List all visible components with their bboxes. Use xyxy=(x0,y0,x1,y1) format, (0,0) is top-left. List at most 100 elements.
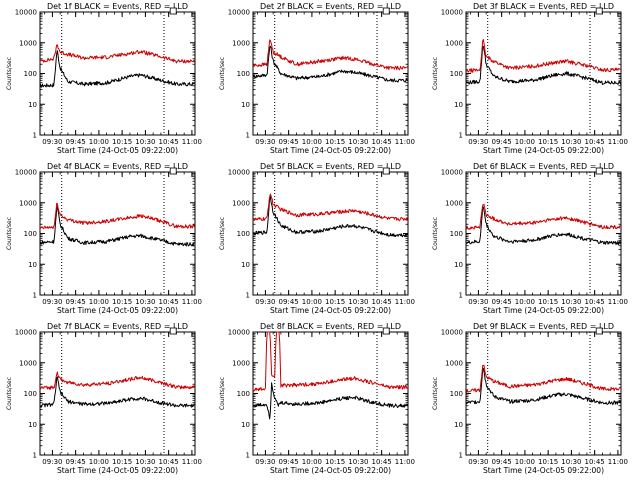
x-tick-label: 09:30 xyxy=(468,458,488,466)
detector-chart-5: Det 5f BLACK = Events, RED = LLD Counts/s… xyxy=(219,162,415,315)
y-axis-label: Counts/sec xyxy=(219,377,226,410)
x-tick-label: 10:45 xyxy=(372,138,392,146)
x-tick-label: 10:30 xyxy=(561,138,581,146)
events-series-line xyxy=(252,382,408,420)
x-tick-label: 10:00 xyxy=(515,298,535,306)
plot-marker-box xyxy=(382,327,390,335)
x-axis-label: Start Time (24-Oct-05 09:22:00) xyxy=(483,466,604,475)
plot-frame xyxy=(39,171,196,296)
x-tick-label: 09:45 xyxy=(279,458,299,466)
plot-marker-box xyxy=(382,7,390,15)
x-tick-label: 09:30 xyxy=(255,138,275,146)
x-tick-label: 10:45 xyxy=(585,458,605,466)
detector-chart-6: Det 6f BLACK = Events, RED = LLD Counts/s… xyxy=(432,162,628,315)
x-tick-label: 11:00 xyxy=(395,138,415,146)
x-tick-label: 09:30 xyxy=(255,298,275,306)
x-tick-label: 10:15 xyxy=(325,138,345,146)
x-tick-label: 10:15 xyxy=(112,138,132,146)
x-tick-label: 09:45 xyxy=(66,138,86,146)
x-tick-label: 10:45 xyxy=(585,298,605,306)
x-tick-label: 10:15 xyxy=(538,458,558,466)
x-tick-label: 10:30 xyxy=(561,458,581,466)
plot-frame xyxy=(39,331,196,456)
x-axis-label: Start Time (24-Oct-05 09:22:00) xyxy=(57,466,178,475)
y-tick-label: 10000 xyxy=(441,9,463,17)
x-tick-label: 10:45 xyxy=(372,298,392,306)
events-series-line xyxy=(465,367,621,406)
y-tick-label: 10 xyxy=(241,261,250,269)
events-series-line xyxy=(252,45,408,83)
events-series-line xyxy=(465,45,621,85)
chart-title: Det 3f BLACK = Events, RED = LLD xyxy=(473,2,614,11)
x-axis-label: Start Time (24-Oct-05 09:22:00) xyxy=(483,306,604,315)
y-tick-label: 100 xyxy=(450,390,463,398)
x-tick-label: 09:30 xyxy=(468,138,488,146)
detector-chart-4: Det 4f BLACK = Events, RED = LLD Counts/s… xyxy=(6,162,202,315)
x-tick-label: 11:00 xyxy=(608,458,628,466)
x-tick-label: 11:00 xyxy=(182,458,202,466)
y-tick-label: 10 xyxy=(28,261,37,269)
y-tick-label: 100 xyxy=(237,230,250,238)
x-tick-label: 10:00 xyxy=(89,298,109,306)
lld-series-line xyxy=(39,202,195,230)
plot-marker-box xyxy=(169,327,177,335)
y-tick-label: 10 xyxy=(28,421,37,429)
x-tick-label: 09:45 xyxy=(66,458,86,466)
x-tick-label: 09:30 xyxy=(255,458,275,466)
lld-series-line xyxy=(252,39,408,71)
detector-chart-3: Det 3f BLACK = Events, RED = LLD Counts/s… xyxy=(432,2,628,155)
y-tick-label: 1 xyxy=(33,132,37,140)
plot-marker-box xyxy=(169,167,177,175)
chart-title: Det 2f BLACK = Events, RED = LLD xyxy=(260,2,401,11)
events-series-line xyxy=(39,376,195,408)
x-tick-label: 10:00 xyxy=(302,298,322,306)
x-tick-label: 10:00 xyxy=(89,458,109,466)
y-tick-label: 10 xyxy=(454,261,463,269)
x-tick-label: 10:15 xyxy=(538,138,558,146)
chart-title: Det 9f BLACK = Events, RED = LLD xyxy=(473,322,614,331)
lld-series-line xyxy=(252,193,408,222)
y-tick-label: 100 xyxy=(450,230,463,238)
x-tick-label: 09:45 xyxy=(492,458,512,466)
x-tick-label: 09:45 xyxy=(492,298,512,306)
y-tick-label: 1 xyxy=(246,132,250,140)
plot-marker-box xyxy=(382,167,390,175)
detector-chart-9: Det 9f BLACK = Events, RED = LLD Counts/s… xyxy=(432,322,628,475)
detector-chart-2: Det 2f BLACK = Events, RED = LLD Counts/s… xyxy=(219,2,415,155)
y-tick-label: 10 xyxy=(241,101,250,109)
y-tick-label: 10000 xyxy=(228,329,250,337)
x-axis-label: Start Time (24-Oct-05 09:22:00) xyxy=(57,306,178,315)
x-tick-label: 10:45 xyxy=(159,138,179,146)
x-tick-label: 10:15 xyxy=(325,458,345,466)
y-axis-label: Counts/sec xyxy=(6,217,13,250)
plot-frame xyxy=(465,11,622,136)
y-tick-label: 1000 xyxy=(19,359,37,367)
detector-chart-7: Det 7f BLACK = Events, RED = LLD Counts/s… xyxy=(6,322,202,475)
plot-frame xyxy=(252,171,409,296)
x-tick-label: 10:30 xyxy=(135,138,155,146)
events-series-line xyxy=(252,196,408,238)
lld-series-line xyxy=(39,44,195,64)
y-tick-label: 1 xyxy=(33,452,37,460)
x-tick-label: 09:30 xyxy=(42,458,62,466)
y-tick-label: 1 xyxy=(246,452,250,460)
y-tick-label: 10 xyxy=(28,101,37,109)
y-tick-label: 1000 xyxy=(19,199,37,207)
y-tick-label: 1 xyxy=(459,452,463,460)
x-tick-label: 10:30 xyxy=(348,138,368,146)
x-tick-label: 09:45 xyxy=(279,138,299,146)
y-tick-label: 1000 xyxy=(232,199,250,207)
plot-marker-box xyxy=(169,7,177,15)
x-tick-label: 10:45 xyxy=(585,138,605,146)
y-axis-label: Counts/sec xyxy=(219,217,226,250)
x-tick-label: 10:45 xyxy=(159,458,179,466)
y-axis-label: Counts/sec xyxy=(432,57,439,90)
x-tick-label: 10:00 xyxy=(515,458,535,466)
plot-frame xyxy=(39,11,196,136)
y-tick-label: 1 xyxy=(459,292,463,300)
lld-series-line xyxy=(466,203,621,230)
plot-marker-box xyxy=(595,327,603,335)
y-tick-label: 10000 xyxy=(228,169,250,177)
y-tick-label: 10000 xyxy=(441,169,463,177)
